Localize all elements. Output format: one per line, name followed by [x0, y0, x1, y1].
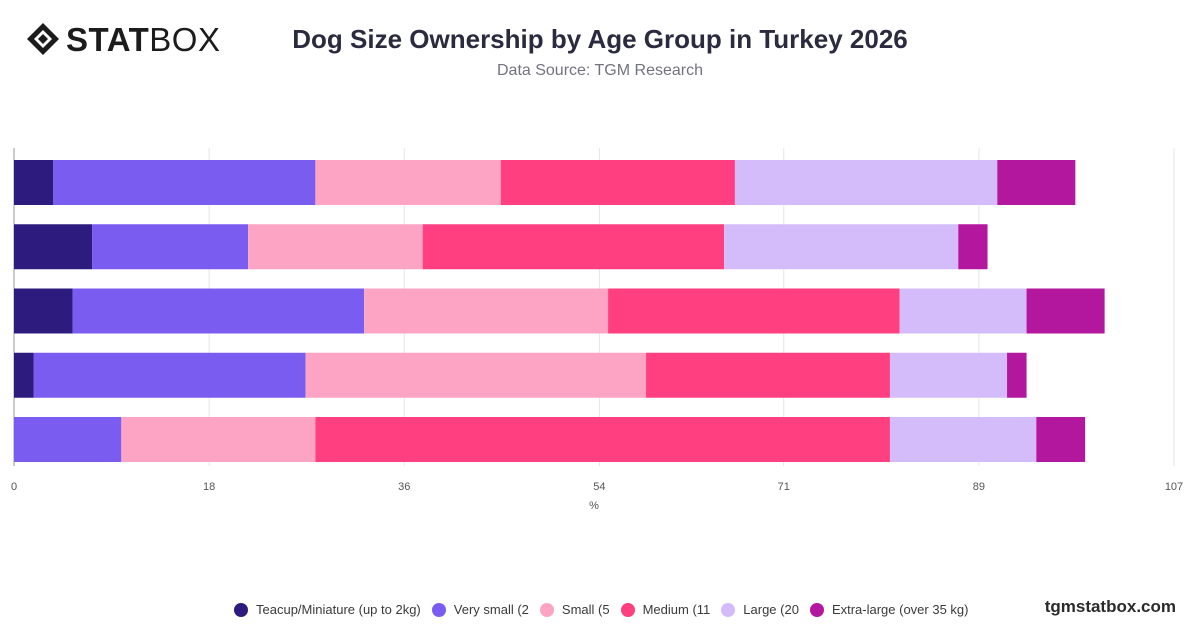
bar-segment-row2-series6[interactable]: [958, 224, 988, 270]
bar-segment-row4-series6[interactable]: [1007, 352, 1027, 398]
legend-label: Extra-large (over 35 kg): [831, 602, 969, 617]
legend-swatch: [721, 602, 736, 617]
legend-swatch: [620, 602, 635, 617]
x-axis-label: %: [589, 500, 599, 512]
bar-segment-row3-series4[interactable]: [608, 288, 900, 334]
bar-segment-row1-series6[interactable]: [997, 160, 1076, 205]
bar-segment-row5-series6[interactable]: [1036, 417, 1086, 462]
x-tick-label: 107: [1165, 481, 1183, 493]
chart-title: Dog Size Ownership by Age Group in Turke…: [292, 24, 908, 54]
legend-item[interactable]: Teacup/Miniature (up to 2kg): [234, 602, 421, 617]
legend-swatch: [809, 602, 824, 617]
bar-segment-row3-series1[interactable]: [14, 288, 73, 334]
bar-segment-row5-series5[interactable]: [889, 417, 1037, 462]
x-tick-label: 0: [11, 481, 17, 493]
legend-label: Teacup/Miniature (up to 2kg): [256, 602, 421, 617]
legend-item[interactable]: Very small (2: [431, 602, 529, 617]
bar-segment-row4-series5[interactable]: [889, 352, 1008, 398]
bar-segment-row1-series1[interactable]: [14, 160, 54, 205]
legend-item[interactable]: Small (5: [539, 602, 610, 617]
legend-label: Large (20: [743, 602, 799, 617]
bar-segment-row2-series1[interactable]: [14, 224, 93, 270]
bar-segment-row2-series4[interactable]: [422, 224, 725, 270]
legend-label: Very small (2: [453, 602, 529, 617]
legend-swatch: [431, 602, 446, 617]
x-tick-label: 71: [778, 481, 790, 493]
legend-label: Small (5: [561, 602, 610, 617]
chart-subtitle: Data Source: TGM Research: [496, 62, 703, 79]
bar-segment-row2-series2[interactable]: [92, 224, 249, 270]
x-tick-label: 89: [973, 481, 985, 493]
bar-segment-row5-series2[interactable]: [14, 417, 122, 462]
bar-segment-row4-series1[interactable]: [14, 352, 34, 398]
bar-segment-row4-series4[interactable]: [646, 352, 890, 398]
bar-segment-row4-series3[interactable]: [305, 352, 647, 398]
bar-segment-row2-series5[interactable]: [724, 224, 959, 270]
legend-swatch: [539, 602, 554, 617]
legend-label: Medium (11: [642, 602, 711, 617]
bar-segment-row3-series3[interactable]: [364, 288, 609, 334]
x-tick-label: 54: [593, 481, 605, 493]
bar-segment-row3-series6[interactable]: [1026, 288, 1105, 334]
bar-segment-row1-series4[interactable]: [500, 160, 735, 205]
legend-item[interactable]: Extra-large (over 35 kg): [809, 602, 969, 617]
watermark: tgmstatbox.com: [1044, 597, 1176, 616]
logo-text: STATBOX: [66, 20, 221, 58]
bar-segment-row3-series5[interactable]: [899, 288, 1027, 334]
bar-segment-row5-series4[interactable]: [315, 417, 890, 462]
bar-segment-row1-series5[interactable]: [734, 160, 998, 205]
bar-segment-row3-series2[interactable]: [72, 288, 365, 334]
legend-item[interactable]: Large (20: [721, 602, 799, 617]
statbox-diamond-icon: [27, 23, 59, 55]
bar-segment-row1-series2[interactable]: [53, 160, 316, 205]
legend: Teacup/Miniature (up to 2kg) Very small (…: [234, 602, 980, 617]
bar-segment-row4-series2[interactable]: [33, 352, 306, 398]
bar-segment-row1-series3[interactable]: [315, 160, 501, 205]
x-tick-label: 18: [203, 481, 215, 493]
x-tick-label: 36: [398, 481, 410, 493]
bar-segment-row2-series3[interactable]: [248, 224, 423, 270]
statbox-logo: STATBOX: [26, 22, 220, 56]
legend-item[interactable]: Medium (11: [620, 602, 711, 617]
bar-segment-row5-series3[interactable]: [121, 417, 316, 462]
legend-swatch: [234, 602, 248, 617]
